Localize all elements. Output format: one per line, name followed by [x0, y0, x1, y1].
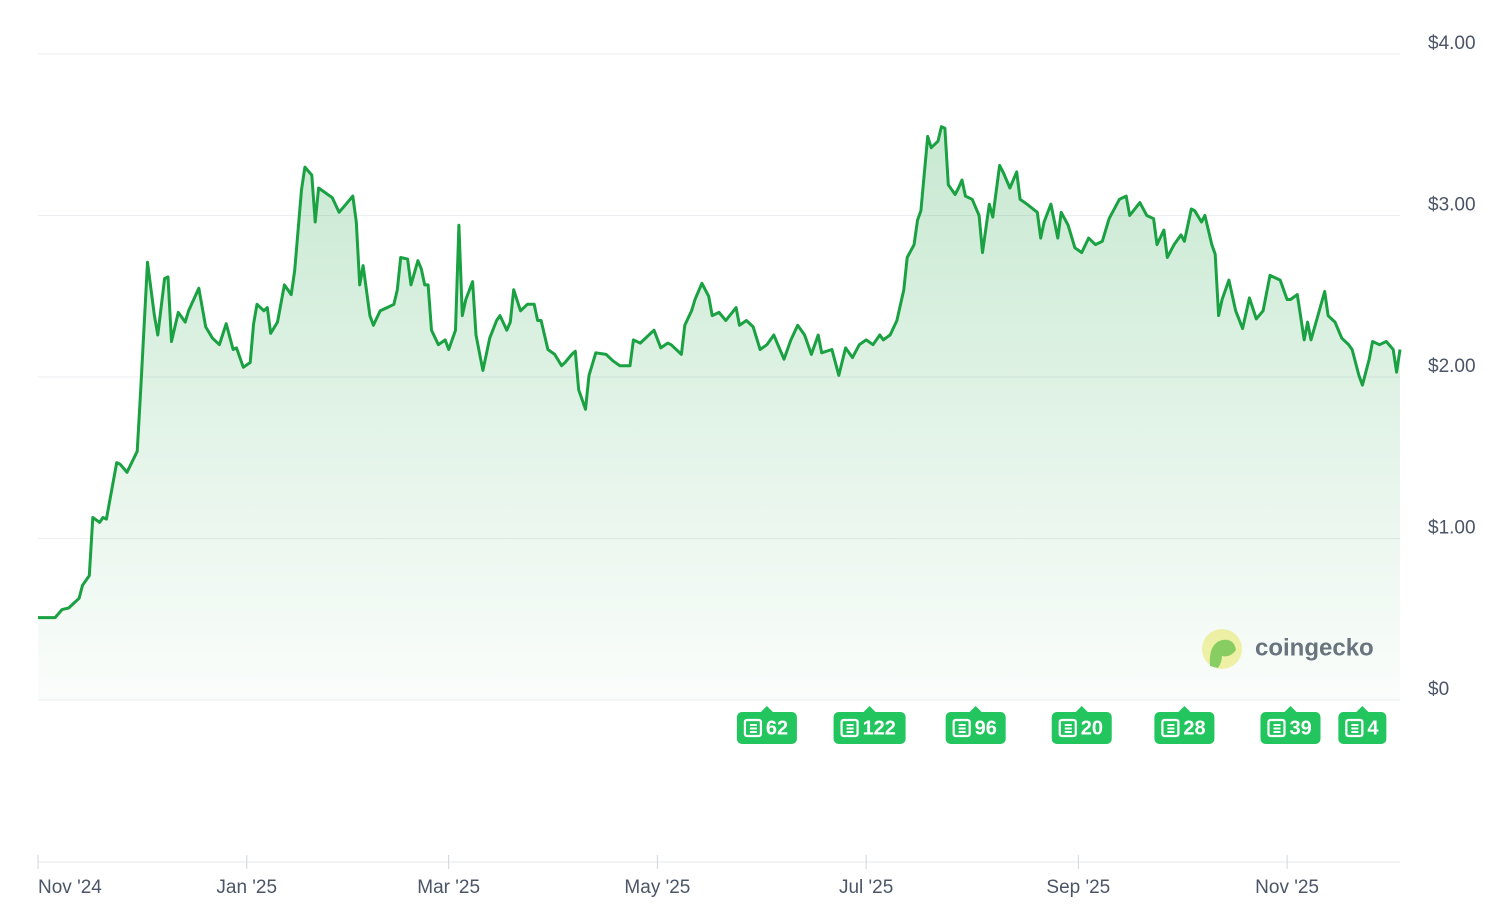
news-badge-count: 122 — [863, 717, 896, 739]
news-badge-count: 4 — [1367, 717, 1379, 739]
news-icon — [952, 718, 971, 738]
news-icon — [840, 718, 859, 738]
news-badge[interactable]: 39 — [1260, 706, 1321, 744]
news-badge[interactable]: 28 — [1154, 706, 1215, 744]
news-icon-lines — [846, 724, 854, 733]
news-icon — [1267, 718, 1286, 738]
x-tick-label: Nov '24 — [38, 877, 102, 898]
x-tick-label: Nov '25 — [1255, 877, 1319, 898]
news-icon-lines — [1273, 724, 1281, 733]
news-badge-pointer — [1284, 706, 1297, 712]
news-badge-count: 20 — [1081, 717, 1103, 739]
y-tick-label: $3.00 — [1428, 195, 1476, 216]
news-badge[interactable]: 62 — [736, 706, 797, 744]
news-badge-pointer — [969, 706, 982, 712]
news-badge-pointer — [1178, 706, 1191, 712]
news-badge-pointer — [1075, 706, 1088, 712]
y-tick-label: $2.00 — [1428, 356, 1476, 377]
news-badge-pointer — [1356, 706, 1369, 712]
news-badge-pointer — [760, 706, 773, 712]
y-tick-label: $0 — [1428, 679, 1449, 700]
x-tick-label: May '25 — [624, 877, 690, 898]
news-badge[interactable]: 122 — [833, 706, 906, 744]
news-icon — [1161, 718, 1180, 738]
price-line — [38, 125, 1402, 620]
y-tick-label: $1.00 — [1428, 518, 1476, 539]
news-badge-count: 39 — [1289, 717, 1311, 739]
news-badge[interactable]: 96 — [945, 706, 1006, 744]
news-icon-lines — [1351, 724, 1359, 733]
news-badge[interactable]: 20 — [1051, 706, 1112, 744]
news-icon-lines — [1167, 724, 1175, 733]
news-icon-lines — [958, 724, 966, 733]
price-area — [38, 126, 1400, 700]
x-tick-label: Jul '25 — [839, 877, 893, 898]
news-icon-lines — [749, 724, 757, 733]
x-tick-label: Sep '25 — [1046, 877, 1110, 898]
news-badge[interactable]: 4 — [1338, 706, 1387, 744]
y-tick-label: $4.00 — [1428, 33, 1476, 54]
news-badge-count: 62 — [766, 717, 788, 739]
news-icon-lines — [1064, 724, 1072, 733]
news-icon — [743, 718, 763, 738]
news-badge-count: 28 — [1183, 717, 1205, 739]
news-icon — [1345, 718, 1364, 738]
x-tick-label: Mar '25 — [417, 877, 480, 898]
news-icon — [1058, 718, 1077, 738]
news-badge-pointer — [863, 706, 876, 712]
x-tick-label: Jan '25 — [216, 877, 277, 898]
news-badge-count: 96 — [975, 717, 997, 739]
